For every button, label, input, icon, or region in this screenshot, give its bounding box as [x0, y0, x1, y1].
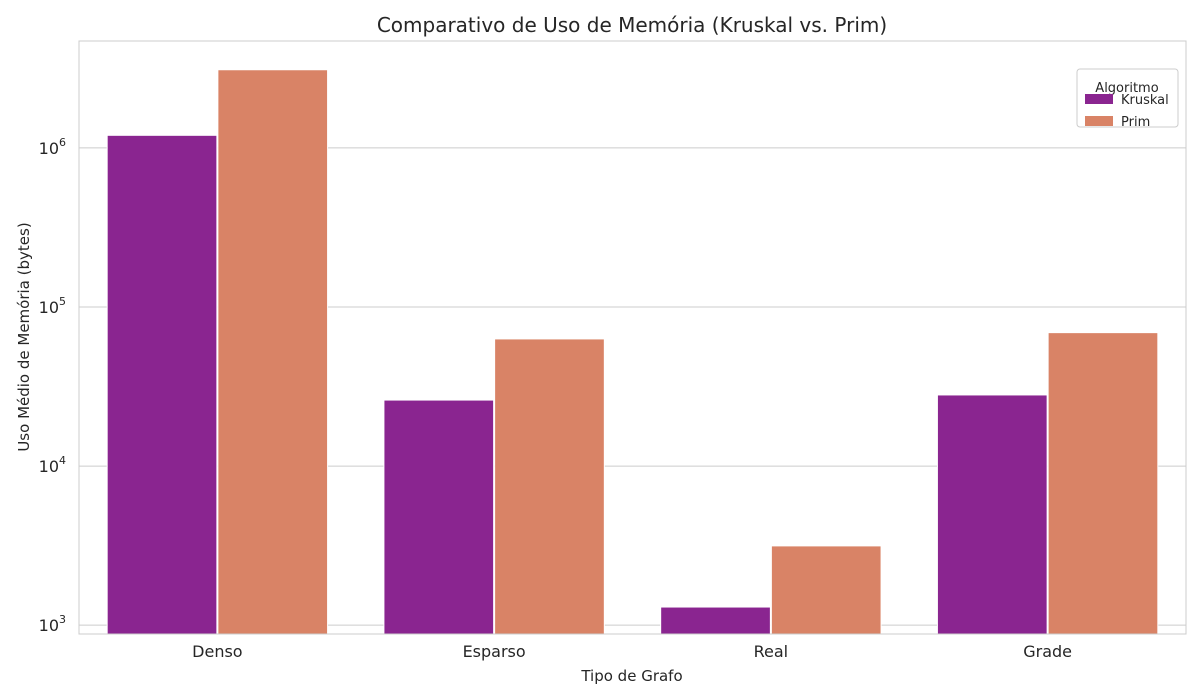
bar-prim-esparso — [494, 338, 605, 635]
y-tick-label: 103 — [39, 613, 66, 635]
x-tick-label: Denso — [192, 642, 242, 661]
bar-prim-denso — [217, 69, 329, 635]
bars — [106, 69, 1159, 635]
bar-kruskal-real — [660, 606, 771, 635]
legend-label-prim: Prim — [1121, 115, 1150, 130]
legend-swatch-prim — [1085, 116, 1113, 126]
y-tick-exponent: 6 — [59, 136, 66, 149]
bar-kruskal-grade — [936, 394, 1048, 635]
x-tick-label: Grade — [1023, 642, 1072, 661]
chart-title: Comparativo de Uso de Memória (Kruskal v… — [377, 13, 887, 37]
x-tick-label: Real — [754, 642, 789, 661]
y-axis-label: Uso Médio de Memória (bytes) — [15, 222, 33, 451]
bar-kruskal-denso — [106, 134, 218, 635]
y-tick-exponent: 5 — [59, 295, 66, 308]
bar-prim-real — [770, 545, 882, 635]
y-tick-base: 10 — [39, 616, 59, 635]
legend-label-kruskal: Kruskal — [1121, 93, 1169, 108]
legend-swatch-kruskal — [1085, 94, 1113, 104]
x-tick-labels: Denso Esparso Real Grade — [192, 642, 1072, 661]
y-tick-exponent: 4 — [59, 454, 66, 467]
plot-frame — [78, 40, 1187, 635]
y-tick-base: 10 — [39, 298, 59, 317]
y-tick-exponent: 3 — [59, 613, 66, 626]
x-axis-label: Tipo de Grafo — [580, 667, 682, 685]
legend-title: Algoritmo — [1095, 81, 1158, 96]
y-tick-base: 10 — [39, 139, 59, 158]
y-tick-label: 106 — [39, 136, 66, 158]
bar-kruskal-esparso — [383, 399, 495, 635]
legend-box — [1076, 68, 1179, 128]
y-tick-label: 104 — [39, 454, 66, 476]
y-tick-base: 10 — [39, 457, 59, 476]
x-tick-label: Esparso — [463, 642, 526, 661]
bar-prim-grade — [1047, 332, 1159, 635]
y-tick-label: 105 — [39, 295, 66, 317]
